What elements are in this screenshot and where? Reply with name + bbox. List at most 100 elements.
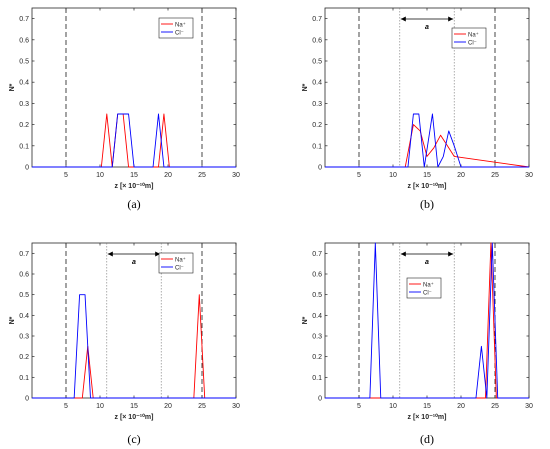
y-tick-label: 0.4 — [19, 313, 29, 320]
x-tick-label: 20 — [164, 403, 172, 410]
series-line-cl — [325, 242, 529, 399]
series-line-na — [325, 242, 529, 399]
y-tick-label: 0.1 — [19, 375, 29, 382]
y-tick-label: 0.3 — [312, 101, 322, 108]
panel-label-d: (d) — [420, 432, 434, 446]
x-tick-label: 25 — [198, 403, 206, 410]
x-tick-label: 30 — [525, 172, 533, 179]
legend-box — [158, 17, 194, 39]
y-axis-label: N* — [302, 316, 309, 324]
y-tick-label: 0.7 — [19, 16, 29, 23]
plot-area — [31, 242, 237, 399]
legend-entry: Na⁺ — [468, 31, 479, 38]
y-tick-label: 0.3 — [312, 334, 322, 341]
region-arrowhead-right — [448, 251, 454, 257]
y-tick-label: 0.7 — [312, 251, 322, 258]
y-tick-label: 0.3 — [19, 334, 29, 341]
x-tick-label: 25 — [491, 403, 499, 410]
x-tick-label: 20 — [457, 172, 465, 179]
y-tick-label: 0.4 — [312, 313, 322, 320]
legend-entry: Cl⁻ — [468, 40, 477, 46]
legend-entry: Cl⁻ — [175, 30, 184, 36]
y-tick-label: 0.5 — [312, 59, 322, 66]
series-line-na — [32, 113, 236, 168]
region-arrowhead-left — [400, 251, 406, 257]
y-tick-label: 0 — [318, 165, 322, 172]
y-tick-label: 0.2 — [19, 354, 29, 361]
y-axis-label: N* — [302, 83, 309, 91]
region-label: a — [425, 259, 429, 266]
y-tick-label: 0.7 — [312, 16, 322, 23]
x-tick-label: 25 — [198, 172, 206, 179]
chart-panel-2: 5 10 15 20 25 30 0 0.1 0.2 0.3 0.4 0.5 0.6 0.7 z [× 10… — [302, 7, 533, 190]
y-tick-label: 0.6 — [19, 37, 29, 44]
x-tick-label: 10 — [96, 172, 104, 179]
y-tick-label: 0.6 — [312, 37, 322, 44]
y-tick-label: 0.2 — [312, 122, 322, 129]
y-tick-label: 0.1 — [19, 143, 29, 150]
x-tick-label: 20 — [164, 172, 172, 179]
y-tick-label: 0.1 — [312, 143, 322, 150]
x-tick-label: 15 — [423, 172, 431, 179]
y-axis-label: N* — [9, 316, 16, 324]
y-tick-label: 0 — [318, 396, 322, 403]
region-arrowhead-left — [400, 16, 406, 22]
x-tick-label: 15 — [130, 172, 138, 179]
panel-label-a: (a) — [127, 197, 141, 211]
x-tick-label: 20 — [457, 403, 465, 410]
x-tick-label: 5 — [357, 172, 361, 179]
series-line-cl — [32, 113, 236, 168]
legend-entry: Na⁺ — [175, 256, 186, 263]
panel-label-b: (b) — [420, 197, 434, 211]
chart-panel-1: 5 10 15 20 25 30 0 0.1 0.2 0.3 0.4 0.5 0.6 0.7 z [× 10… — [9, 7, 240, 190]
series-line-na — [32, 294, 236, 399]
region-arrowhead-right — [448, 16, 454, 22]
y-tick-label: 0.5 — [312, 292, 322, 299]
y-tick-label: 0.4 — [19, 80, 29, 87]
y-axis-label: N* — [9, 83, 16, 91]
region-arrowhead-left — [107, 251, 113, 257]
legend-box — [406, 277, 442, 299]
x-tick-label: 10 — [389, 403, 397, 410]
plot-area — [31, 7, 237, 168]
legend-entry: Cl⁻ — [423, 290, 432, 296]
region-label: a — [425, 24, 429, 31]
region-label: a — [132, 259, 136, 266]
chart-panel-3: 5 10 15 20 25 30 0 0.1 0.2 0.3 0.4 0.5 0.6 0.7 z [× 10… — [9, 242, 240, 421]
x-axis-label: z [× 10⁻¹⁰m] — [115, 182, 154, 190]
series-line-cl — [325, 113, 529, 168]
x-tick-label: 10 — [96, 403, 104, 410]
legend-box — [451, 27, 487, 49]
x-tick-label: 15 — [423, 403, 431, 410]
y-tick-label: 0.5 — [19, 59, 29, 66]
x-tick-label: 15 — [130, 403, 138, 410]
y-tick-label: 0 — [25, 396, 29, 403]
x-tick-label: 5 — [64, 403, 68, 410]
series-line-cl — [32, 294, 236, 399]
y-tick-label: 0.2 — [312, 354, 322, 361]
x-tick-label: 30 — [232, 172, 240, 179]
chart-panel-4: 5 10 15 20 25 30 0 0.1 0.2 0.3 0.4 0.5 0.6 0.7 z [× 10… — [302, 242, 533, 421]
series-line-na — [325, 124, 530, 168]
legend-entry: Na⁺ — [175, 21, 186, 28]
x-tick-label: 5 — [357, 403, 361, 410]
panel-label-c: (c) — [127, 432, 141, 446]
y-tick-label: 0.4 — [312, 80, 322, 87]
y-tick-label: 0.1 — [312, 375, 322, 382]
legend-entry: Na⁺ — [423, 281, 434, 288]
y-tick-label: 0.3 — [19, 101, 29, 108]
x-tick-label: 10 — [389, 172, 397, 179]
y-tick-label: 0.6 — [19, 272, 29, 279]
y-tick-label: 0.7 — [19, 251, 29, 258]
x-tick-label: 25 — [491, 172, 499, 179]
x-axis-label: z [× 10⁻¹⁰m] — [115, 413, 154, 421]
x-axis-label: z [× 10⁻¹⁰m] — [408, 413, 447, 421]
x-axis-label: z [× 10⁻¹⁰m] — [408, 182, 447, 190]
x-tick-label: 5 — [64, 172, 68, 179]
plot-area — [324, 242, 530, 399]
plot-area — [324, 7, 530, 168]
y-tick-label: 0.5 — [19, 292, 29, 299]
y-tick-label: 0 — [25, 165, 29, 172]
x-tick-label: 30 — [525, 403, 533, 410]
